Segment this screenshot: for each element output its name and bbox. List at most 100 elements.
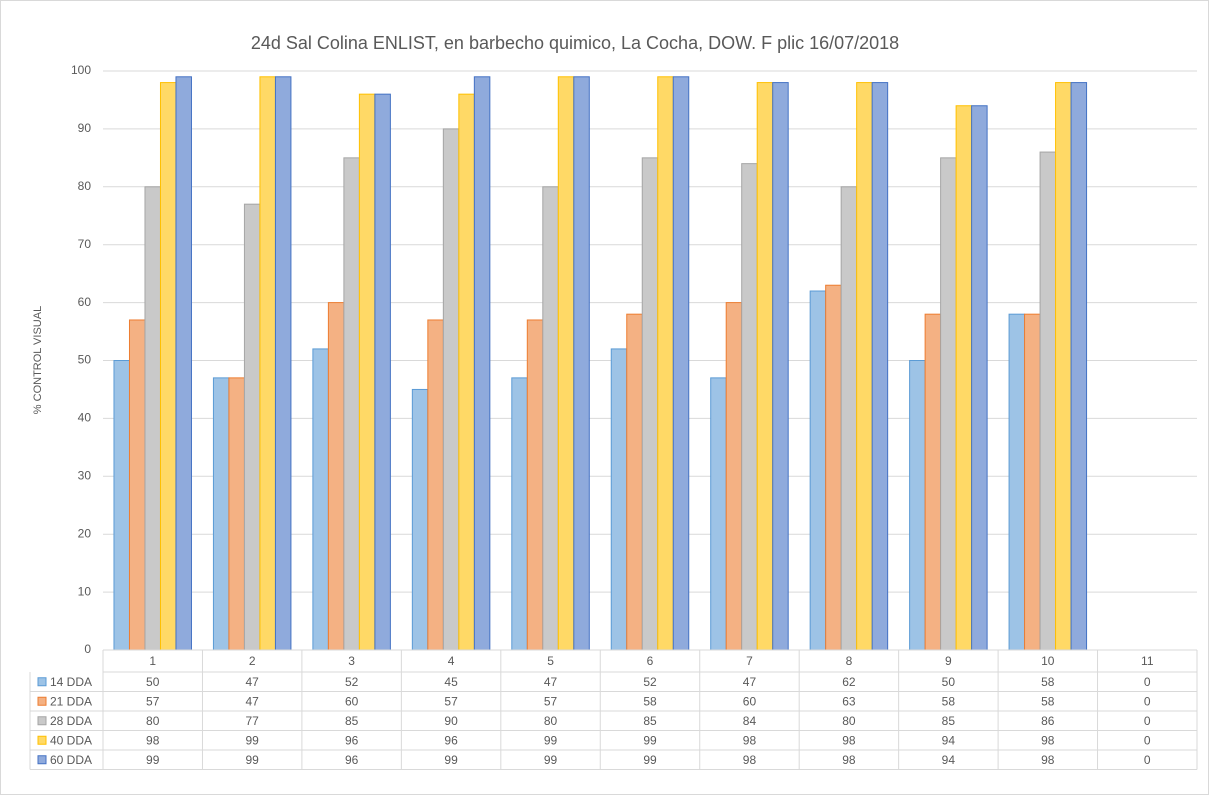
bar <box>327 302 345 651</box>
table-value: 47 <box>743 675 757 689</box>
table-value: 80 <box>842 714 856 728</box>
bar <box>871 82 889 651</box>
bar <box>128 319 146 651</box>
x-tick-label: 5 <box>547 654 554 668</box>
bar <box>243 203 261 651</box>
table-value: 62 <box>842 675 856 689</box>
bar <box>259 76 276 651</box>
x-tick-label: 3 <box>348 654 355 668</box>
table-value: 58 <box>643 694 657 708</box>
table-value: 58 <box>1041 675 1055 689</box>
bar <box>411 388 429 651</box>
y-tick-label: 0 <box>84 642 91 656</box>
bar <box>856 82 873 651</box>
bar <box>672 76 690 651</box>
bar <box>557 76 575 651</box>
table-value: 58 <box>942 694 956 708</box>
bar <box>312 348 329 651</box>
table-value: 52 <box>643 675 657 689</box>
table-value: 0 <box>1144 753 1151 767</box>
bar <box>511 377 528 651</box>
bar <box>772 82 789 651</box>
bar <box>909 360 926 651</box>
x-tick-label: 10 <box>1041 654 1055 668</box>
y-tick-label: 30 <box>78 468 92 482</box>
table-value: 77 <box>246 714 260 728</box>
x-tick-label: 6 <box>647 654 654 668</box>
table-value: 60 <box>743 694 757 708</box>
bar <box>1070 82 1088 651</box>
bar <box>710 377 727 651</box>
bar <box>1024 313 1041 651</box>
table-value: 85 <box>345 714 359 728</box>
bar <box>741 163 758 651</box>
table-value: 99 <box>544 733 558 747</box>
table-value: 0 <box>1144 714 1151 728</box>
table-value: 57 <box>544 694 558 708</box>
bar <box>955 105 973 651</box>
bar <box>725 302 743 651</box>
table-value: 98 <box>1041 753 1055 767</box>
y-tick-label: 10 <box>78 584 92 598</box>
bar <box>144 186 161 651</box>
bar <box>274 76 292 651</box>
y-tick-label: 100 <box>71 63 91 77</box>
legend-key <box>37 735 47 745</box>
bar <box>809 290 827 651</box>
table-value: 0 <box>1144 694 1151 708</box>
y-tick-label: 70 <box>78 237 92 251</box>
table-value: 99 <box>643 753 657 767</box>
table-value: 57 <box>444 694 458 708</box>
table-value: 99 <box>444 753 458 767</box>
table-value: 47 <box>246 675 260 689</box>
chart-title: 24d Sal Colina ENLIST, en barbecho quimi… <box>251 33 899 53</box>
legend-key <box>37 755 47 765</box>
table-value: 98 <box>1041 733 1055 747</box>
bar <box>175 76 192 651</box>
table-value: 47 <box>246 694 260 708</box>
table-value: 99 <box>544 753 558 767</box>
table-value: 99 <box>643 733 657 747</box>
bar <box>840 186 858 651</box>
legend-key <box>37 716 47 726</box>
table-value: 99 <box>246 753 260 767</box>
table-value: 0 <box>1144 675 1151 689</box>
x-tick-label: 7 <box>746 654 753 668</box>
table-value: 86 <box>1041 714 1055 728</box>
bar <box>573 76 590 651</box>
bar <box>1008 313 1026 651</box>
bar <box>657 76 674 651</box>
bar <box>971 105 988 651</box>
x-tick-label: 1 <box>149 654 156 668</box>
bar <box>427 319 444 651</box>
legend-label: 60 DDA <box>50 753 92 767</box>
table-value: 94 <box>942 753 956 767</box>
table-value: 98 <box>842 733 856 747</box>
bar <box>442 128 460 651</box>
table-value: 98 <box>743 753 757 767</box>
bar <box>343 157 360 651</box>
bar <box>358 93 376 651</box>
table-value: 99 <box>146 753 160 767</box>
y-tick-label: 20 <box>78 526 92 540</box>
table-value: 58 <box>1041 694 1055 708</box>
table-value: 85 <box>942 714 956 728</box>
y-tick-label: 80 <box>78 179 92 193</box>
table-value: 85 <box>643 714 657 728</box>
table-value: 50 <box>942 675 956 689</box>
table-value: 0 <box>1144 733 1151 747</box>
table-value: 50 <box>146 675 160 689</box>
bar <box>113 360 130 651</box>
table-value: 94 <box>942 733 956 747</box>
x-tick-label: 2 <box>249 654 256 668</box>
table-value: 98 <box>842 753 856 767</box>
legend-label: 21 DDA <box>50 694 92 708</box>
y-tick-label: 50 <box>78 353 92 367</box>
x-tick-label: 8 <box>846 654 853 668</box>
table-value: 57 <box>146 694 160 708</box>
bar <box>626 313 643 651</box>
table-value: 90 <box>444 714 458 728</box>
bar <box>641 157 659 651</box>
legend-label: 14 DDA <box>50 675 92 689</box>
